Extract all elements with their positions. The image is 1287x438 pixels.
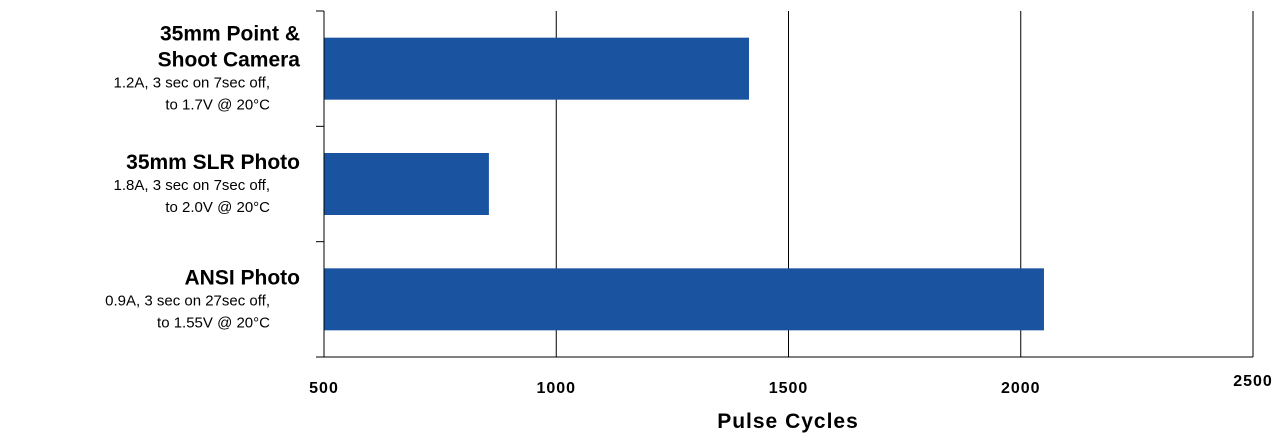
axes (316, 10, 1253, 358)
category-label-1: 35mm Point & Shoot Camera 1.2A, 3 sec on 7… (114, 23, 301, 114)
x-tick-label: 1000 (536, 380, 576, 397)
x-tick-label: 1500 (769, 380, 809, 397)
bar-2 (324, 153, 489, 215)
category-title: 35mm SLR Photo (126, 151, 300, 174)
x-tick-label: 500 (309, 380, 339, 397)
x-tick-label: 2000 (1001, 380, 1041, 397)
category-labels: 35mm Point & Shoot Camera 1.2A, 3 sec on 7… (105, 23, 300, 332)
category-title: 35mm Point & (160, 23, 300, 46)
category-subtitle: to 1.7V @ 20°C (165, 97, 270, 114)
category-title: Shoot Camera (158, 49, 301, 72)
bar-1 (324, 37, 750, 100)
category-subtitle: to 1.55V @ 20°C (157, 314, 270, 331)
x-tick-label: 2500 (1233, 373, 1273, 390)
x-axis-title: Pulse Cycles (717, 410, 859, 433)
category-subtitle: 1.8A, 3 sec on 7sec off, (114, 177, 271, 194)
x-tick-labels: 500 1000 1500 2000 2500 (309, 373, 1273, 397)
category-subtitle: 0.9A, 3 sec on 27sec off, (105, 292, 270, 309)
bars (324, 37, 1044, 331)
category-subtitle: 1.2A, 3 sec on 7sec off, (114, 75, 271, 92)
category-label-3: ANSI Photo 0.9A, 3 sec on 27sec off, to 1.… (105, 266, 300, 331)
bar-3 (324, 268, 1044, 331)
category-subtitle: to 2.0V @ 20°C (165, 199, 270, 216)
category-label-2: 35mm SLR Photo 1.8A, 3 sec on 7sec off, to… (114, 151, 301, 216)
category-title: ANSI Photo (185, 266, 301, 289)
